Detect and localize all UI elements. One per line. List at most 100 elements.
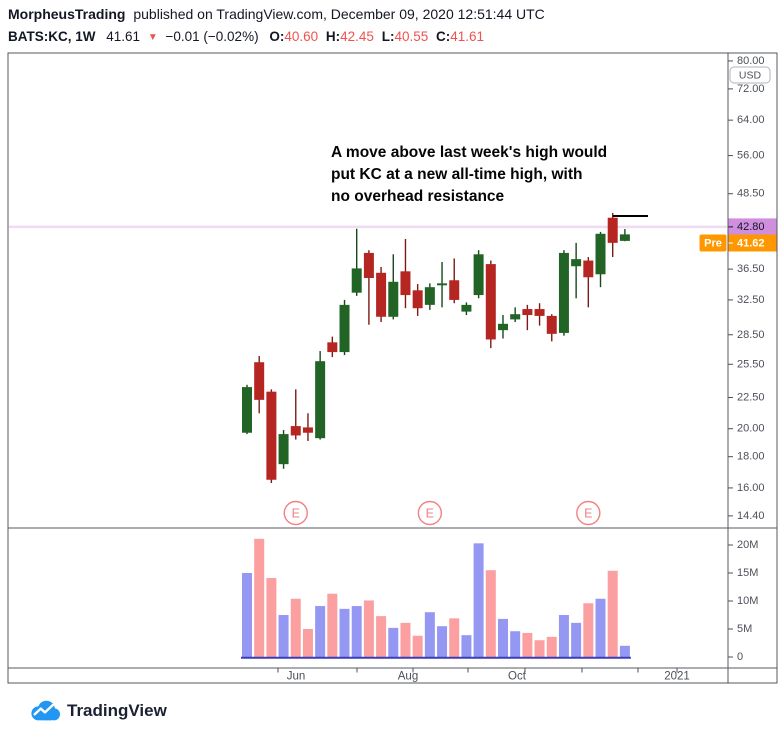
volume-bar: [437, 626, 448, 657]
candle: [522, 304, 533, 331]
price-change: −0.01 (−0.02%): [165, 29, 259, 44]
candle: [485, 260, 496, 349]
volume-bar: [461, 635, 472, 657]
time-tick-label[interactable]: Aug: [398, 671, 418, 683]
annotation-line: A move above last week's high would: [331, 144, 607, 161]
symbol-interval[interactable]: BATS:KC, 1W: [8, 29, 96, 44]
publish-header: MorpheusTrading published on TradingView…: [8, 6, 545, 22]
volume-bar: [510, 631, 521, 657]
volume-tick-label: 10M: [737, 595, 758, 607]
earnings-letter: E: [292, 507, 300, 521]
candle: [619, 229, 630, 242]
time-tick-label[interactable]: 2021: [664, 671, 690, 683]
tradingview-logo-text[interactable]: TradingView: [67, 701, 167, 720]
candle: [571, 242, 582, 299]
published-info: published on TradingView.com, December 0…: [133, 6, 545, 22]
volume-bar: [302, 629, 313, 657]
price-line-value: 42.80: [737, 221, 765, 233]
volume-bar: [473, 543, 484, 657]
axes-layer: 80.00 72.00 64.00 56.00 48.50 36.50 32.50 28.50…: [277, 55, 777, 683]
price-tick-label: 14.40: [737, 510, 765, 522]
candlestick-series: [242, 213, 630, 484]
tradingview-logo-icon[interactable]: [30, 700, 60, 722]
chart-frame: [7, 52, 778, 684]
candle: [558, 250, 569, 336]
candle: [461, 302, 472, 316]
volume-bar: [546, 636, 557, 657]
volume-bar: [534, 640, 545, 657]
author-name[interactable]: MorpheusTrading: [8, 6, 126, 22]
volume-bar: [363, 600, 374, 657]
price-tick-label: 25.50: [737, 358, 765, 370]
open-value: 40.60: [284, 29, 319, 44]
price-tick-label: 22.50: [737, 391, 765, 403]
price-line-badge[interactable]: 42.80: [728, 218, 777, 236]
candle: [607, 213, 618, 258]
earnings-letter: E: [584, 507, 592, 521]
premarket-label: Pre: [704, 238, 722, 250]
currency-badge[interactable]: USD: [729, 66, 771, 84]
volume-series: [241, 538, 631, 659]
candle: [424, 283, 435, 310]
volume-bar: [278, 615, 289, 657]
volume-bar: [376, 616, 387, 657]
time-tick-label[interactable]: Jun: [287, 671, 306, 683]
price-tick-label: 56.00: [737, 150, 765, 162]
price-tick-label: 72.00: [737, 83, 765, 95]
volume-bar: [558, 615, 569, 657]
candle: [376, 266, 387, 323]
candle: [339, 299, 350, 356]
premarket-price-badge: Pre 41.62: [699, 234, 777, 252]
candle: [327, 336, 338, 358]
price-tick-label: 28.50: [737, 329, 765, 341]
volume-bar: [254, 538, 265, 657]
candle: [278, 430, 289, 469]
candle: [546, 314, 557, 342]
volume-tick-label: 15M: [737, 567, 758, 579]
annotation-line: put KC at a new all-time high, with: [331, 166, 582, 183]
price-tick-label: 36.50: [737, 263, 765, 275]
time-tick-label[interactable]: Oct: [508, 671, 527, 683]
candle: [473, 250, 484, 299]
high-value: 42.45: [340, 29, 374, 44]
tradingview-footer: TradingView: [30, 700, 167, 722]
candle: [595, 231, 606, 288]
volume-bar: [607, 570, 618, 657]
candle: [449, 258, 460, 304]
symbol-header: BATS:KC, 1W 41.61 ▼ −0.01 (−0.02%) O:40.…: [8, 29, 484, 44]
earnings-marker[interactable]: E: [283, 500, 308, 526]
price-tick-label: 80.00: [737, 55, 765, 67]
volume-bar: [400, 622, 411, 657]
volume-bar: [290, 598, 301, 657]
candle: [583, 257, 594, 308]
price-tick-label: 48.50: [737, 188, 765, 200]
volume-bar: [485, 570, 496, 657]
candle: [242, 384, 252, 435]
candle: [302, 413, 313, 441]
volume-bar: [266, 578, 277, 657]
volume-bar: [497, 618, 508, 657]
candle: [290, 389, 301, 440]
candle: [254, 356, 265, 414]
volume-bar: [449, 618, 460, 657]
price-tick-label: 20.00: [737, 423, 765, 435]
candle: [497, 315, 508, 339]
volume-bar: [327, 593, 338, 657]
earnings-marker[interactable]: E: [417, 500, 443, 526]
candle: [400, 238, 411, 309]
currency-label: USD: [739, 70, 762, 82]
candle: [510, 307, 521, 323]
price-tick-label: 16.00: [737, 482, 765, 494]
close-label: C:: [436, 29, 451, 44]
volume-bar: [351, 606, 362, 657]
volume-bar: [583, 603, 594, 657]
candle: [437, 261, 448, 308]
volume-tick-label: 5M: [737, 623, 752, 635]
candle: [315, 351, 326, 440]
volume-tick-label: 20M: [737, 539, 758, 551]
candle: [351, 228, 362, 296]
down-triangle-icon: ▼: [147, 32, 158, 43]
earnings-marker[interactable]: E: [576, 500, 601, 526]
annotation-line: no overhead resistance: [331, 188, 505, 205]
